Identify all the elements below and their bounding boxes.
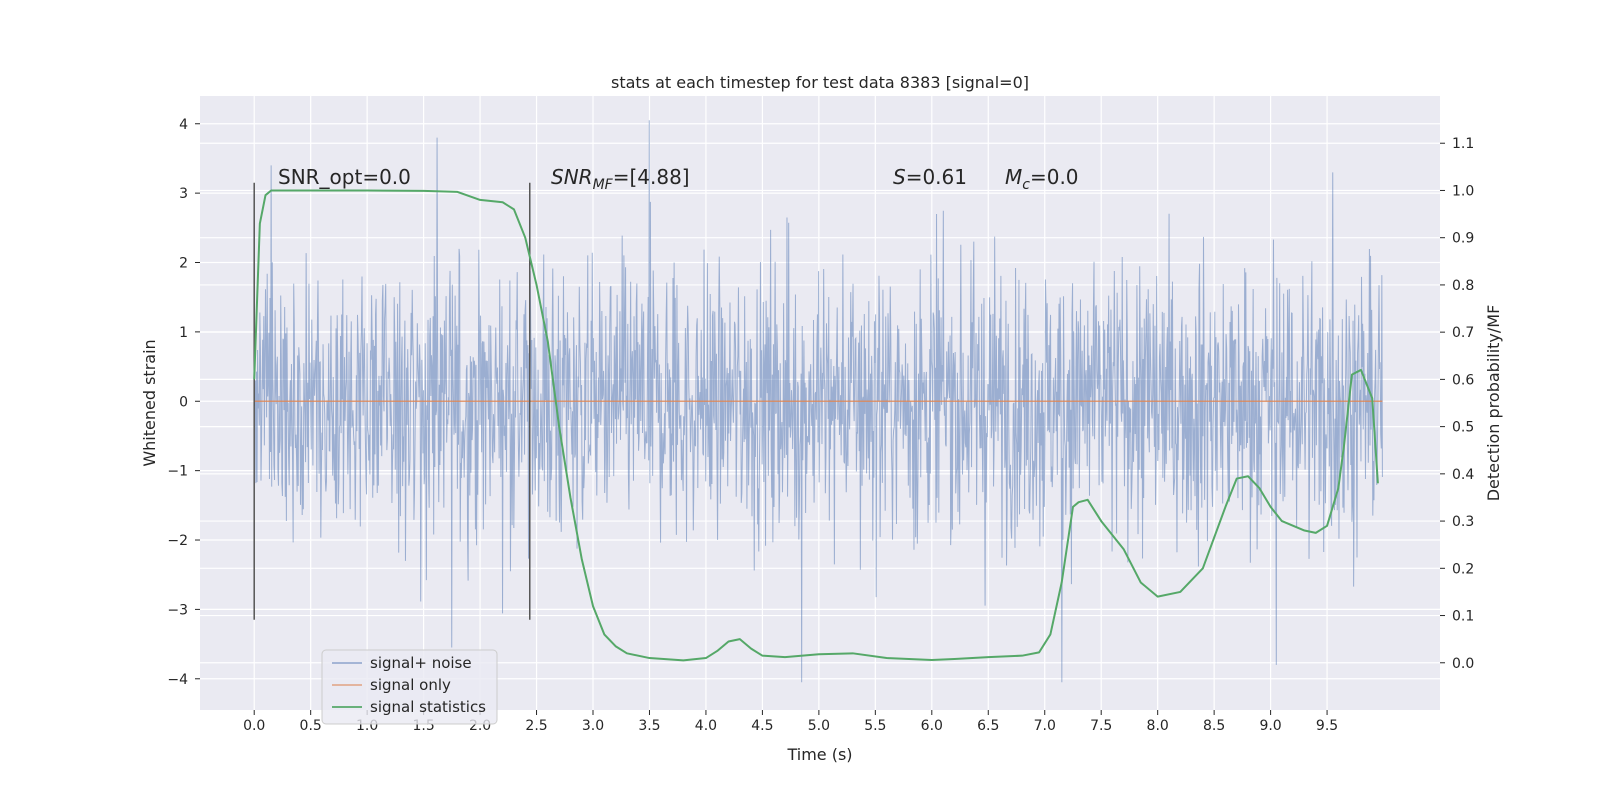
- y2-tick-label: 0.6: [1452, 372, 1474, 388]
- mc-rest: =0.0: [1030, 165, 1079, 189]
- y2-axis-ticks: 1.1 1.0 0.9 0.8 0.7 0.6 0.5 0.4 0.3 0.2 0.1 0.0: [1440, 136, 1474, 672]
- x-tick-label: 7.0: [1034, 718, 1056, 734]
- x-tick-label: 2.5: [525, 718, 547, 734]
- signal-noise-line: [253, 120, 1383, 683]
- y-tick-label: 1: [179, 325, 188, 341]
- x-tick-label: 0.0: [243, 718, 265, 734]
- y2-tick-label: 0.5: [1452, 420, 1474, 436]
- x-tick-label: 5.5: [864, 718, 886, 734]
- y-tick-label: −4: [167, 672, 188, 688]
- x-tick-label: 7.5: [1090, 718, 1112, 734]
- y-tick-label: −3: [167, 602, 188, 618]
- y-tick-label: −1: [167, 464, 188, 480]
- s-rest: =0.61: [906, 165, 967, 189]
- grid: [200, 96, 1440, 710]
- y-axis-label: Whitened strain: [140, 339, 159, 466]
- y2-tick-label: 0.3: [1452, 514, 1474, 530]
- s-main: S: [893, 165, 906, 189]
- legend-label-signal-noise: signal+ noise: [370, 654, 472, 672]
- mc-sub: c: [1022, 177, 1030, 193]
- x-axis-ticks: 0.0 0.5 1.0 1.5 2.0 2.5 3.0 3.5 4.0 4.5 5.0 5.5 6.0 6…: [243, 710, 1338, 734]
- x-tick-label: 6.5: [977, 718, 999, 734]
- x-tick-label: 8.5: [1203, 718, 1225, 734]
- x-tick-label: 4.5: [751, 718, 773, 734]
- y2-tick-label: 0.2: [1452, 561, 1474, 577]
- mc-main: M: [1005, 165, 1022, 189]
- x-tick-label: 0.5: [300, 718, 322, 734]
- snr-opt-label: SNR_opt=0.0: [278, 165, 411, 189]
- y2-tick-label: 0.9: [1452, 231, 1474, 247]
- y2-axis-label: Detection probability/MF: [1484, 305, 1503, 502]
- legend: signal+ noise signal only signal statist…: [321, 649, 498, 725]
- x-tick-label: 6.0: [921, 718, 943, 734]
- x-tick-label: 5.0: [808, 718, 830, 734]
- chart-title: stats at each timestep for test data 838…: [611, 73, 1029, 92]
- signal-statistics-line: [253, 189, 1379, 662]
- mc-label: Mc=0.0: [1005, 165, 1079, 193]
- y2-tick-label: 1.0: [1452, 183, 1474, 199]
- x-tick-label: 8.0: [1147, 718, 1169, 734]
- y2-tick-label: 0.8: [1452, 278, 1474, 294]
- y-axis-ticks: 4 3 2 1 0 −1 −2 −3 −4: [167, 117, 200, 688]
- signal-statistics-series: [253, 189, 1379, 662]
- snr-mf-label: SNRMF=[4.88]: [551, 165, 690, 193]
- y2-tick-label: 0.1: [1452, 609, 1474, 625]
- x-tick-label: 9.0: [1259, 718, 1281, 734]
- x-axis-label: Time (s): [786, 745, 852, 764]
- y2-tick-label: 0.4: [1452, 467, 1474, 483]
- y-tick-label: 3: [179, 186, 188, 202]
- y2-tick-label: 1.1: [1452, 136, 1474, 152]
- signal-noise-series: [253, 120, 1383, 683]
- legend-label-signal-only: signal only: [370, 676, 451, 694]
- snr-mf-main: SNR: [551, 165, 593, 189]
- y2-tick-label: 0.7: [1452, 325, 1474, 341]
- y2-tick-label: 0.0: [1452, 656, 1474, 672]
- legend-frame: [321, 649, 498, 725]
- s-label: S=0.61: [893, 165, 967, 189]
- x-tick-label: 3.5: [638, 718, 660, 734]
- y-tick-label: 0: [179, 394, 188, 410]
- legend-label-signal-statistics: signal statistics: [370, 698, 486, 716]
- x-tick-label: 4.0: [695, 718, 717, 734]
- x-tick-label: 9.5: [1316, 718, 1338, 734]
- snr-mf-sub: MF: [593, 177, 614, 193]
- y-tick-label: 2: [179, 256, 188, 272]
- x-tick-label: 3.0: [582, 718, 604, 734]
- snr-mf-rest: =[4.88]: [613, 165, 690, 189]
- y-tick-label: 4: [179, 117, 188, 133]
- y-tick-label: −2: [167, 533, 188, 549]
